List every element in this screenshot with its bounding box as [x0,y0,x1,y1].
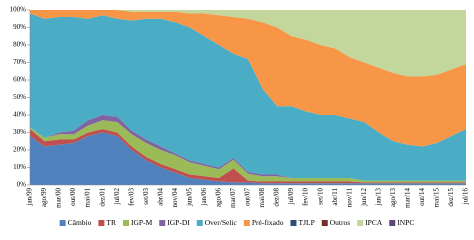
x-tick-label: jul/02 [113,188,121,206]
x-tick-label: mai/01 [84,188,92,208]
x-tick-label: jan/06 [200,188,208,207]
x-tick-label: mai/08 [258,188,266,208]
x-tick-label: mar/00 [55,188,63,208]
y-tick-label: 60% [13,76,26,84]
area [30,10,466,77]
legend-swatch [122,220,129,226]
legend-label: TJLP [298,218,314,227]
legend-label: IPCA [365,218,383,227]
legend-swatch [321,220,328,226]
x-tick-label: mar/14 [403,188,411,208]
y-tick-label: 50% [13,93,26,101]
y-tick-label: 80% [13,41,26,49]
legend-swatch [389,220,396,226]
y-tick-label: 0% [17,181,27,189]
x-tick-label: mai/15 [433,188,441,208]
legend-label: IGP-DI [167,218,190,227]
legend-label: INPC [397,218,414,227]
legend-label: Over/Selic [205,218,238,227]
legend-swatch [98,220,105,226]
x-tick-label: abr/04 [156,188,164,206]
x-tick-label: fev/03 [127,188,135,206]
legend-label: Outros [330,218,350,227]
legend-swatch [243,220,250,226]
x-tick-label: dez/08 [273,188,281,207]
x-tick-label: jun/12 [360,188,368,207]
legend-label: Câmbio [68,218,92,227]
x-tick-label: jun/05 [185,188,193,207]
x-tick-label: out/07 [244,188,252,206]
x-tick-label: jul/09 [287,188,295,206]
x-tick-label: nov/04 [171,188,179,208]
x-tick-label: mar/07 [229,188,237,208]
legend-swatch [357,220,364,226]
y-tick-label: 30% [13,128,26,136]
area [30,10,466,147]
x-tick-label: jul/16 [462,188,470,206]
legend: Câmbio TR IGP-M IGP-DI Over/Selic Pré-fixado T… [59,218,414,227]
legend-label: IGP-M [131,218,153,227]
x-tick-label: jan/13 [374,188,382,207]
legend-swatch [290,220,297,226]
x-tick-label: ago/06 [215,188,223,208]
x-tick-label: out/14 [418,188,426,206]
y-tick-label: 10% [13,163,26,171]
x-tick-label: dez/01 [98,188,106,207]
x-tick-label: out/00 [69,188,77,206]
legend-swatch [159,220,166,226]
x-tick-label: ago/13 [389,188,397,208]
x-tick-label: dez/15 [447,188,455,207]
x-tick-label: abr/11 [331,188,339,206]
y-tick-label: 20% [13,146,26,154]
x-tick-label: nov/11 [345,188,353,208]
legend-label: TR [106,218,116,227]
x-tick-label: ago/99 [40,188,48,208]
x-tick-label: set/10 [316,188,324,205]
y-tick-label: 90% [13,23,26,31]
y-tick-label: 100% [10,6,27,14]
legend-label: Pré-fixado [252,218,284,227]
y-tick-label: 70% [13,58,26,66]
x-tick-label: jan/99 [26,188,34,207]
y-tick-label: 40% [13,111,26,119]
legend-swatch [196,220,203,226]
x-tick-label: set/03 [142,188,150,205]
area [30,132,466,185]
area [30,13,466,181]
legend-swatch [59,220,66,226]
x-tick-label: fev/10 [302,188,310,206]
